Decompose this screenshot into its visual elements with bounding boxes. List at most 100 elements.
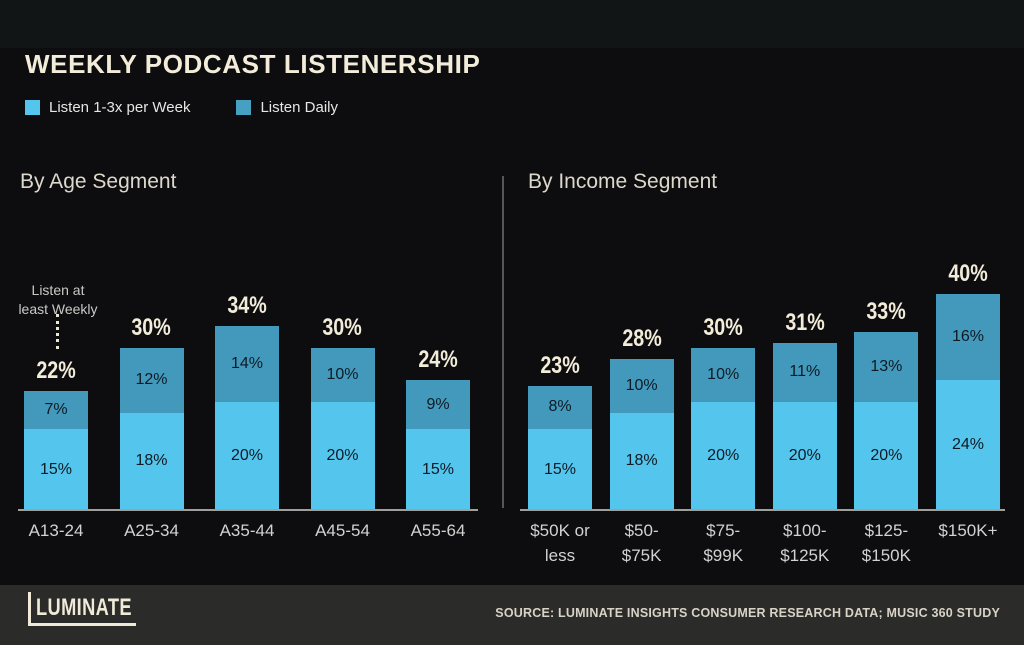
bar-segment-daily: 7% [24, 391, 88, 429]
category-label-line: $75- [706, 521, 741, 540]
age-bars: 22% 7% 15% 30% 12% 18% 34% 14% 20% 30% 10% 20% 24% 9%… [24, 200, 470, 510]
weekly-value-label: 15% [543, 460, 577, 478]
daily-value-label: 11% [789, 363, 821, 381]
category-label-line: A25-34 [124, 521, 179, 540]
category-label-line: less [544, 545, 576, 565]
category-label: $75- $99K [691, 519, 755, 568]
bar-segment-weekly: 15% [528, 429, 592, 510]
bar-stack: 9% 15% [406, 380, 470, 510]
legend-swatch-daily [236, 100, 252, 115]
bar-segment-weekly: 24% [935, 380, 1000, 510]
bar-group: 24% 9% 15% [406, 346, 470, 510]
section-divider [502, 176, 504, 508]
bar-group: 30% 10% 20% [691, 314, 756, 510]
weekly-value-label: 20% [326, 447, 359, 464]
daily-value-label: 10% [707, 366, 740, 383]
bar-segment-daily: 10% [609, 358, 674, 413]
weekly-listen-annotation: Listen at least Weekly [11, 281, 105, 319]
daily-value-label: 14% [230, 355, 264, 373]
category-label-line: $150K [861, 545, 911, 565]
category-label-line: $50K or [530, 521, 590, 540]
bar-stack: 10% 20% [691, 348, 756, 510]
luminate-logo-text: LUMINATE [36, 594, 132, 621]
bar-segment-daily: 16% [935, 294, 1000, 381]
age-axis-line [18, 509, 478, 511]
bar-segment-weekly: 18% [609, 412, 674, 510]
category-label: $150K+ [936, 519, 1000, 568]
daily-value-label: 8% [548, 398, 572, 416]
annotation-line: least Weekly [18, 300, 98, 317]
bar-group: 40% 16% 24% [935, 260, 1000, 510]
bar-stack: 12% 18% [119, 348, 184, 510]
weekly-value-label: 15% [39, 460, 73, 478]
annotation-line: Listen at [31, 282, 85, 298]
bar-segment-weekly: 15% [24, 429, 88, 510]
category-label-line: $150K+ [938, 521, 998, 540]
bar-segment-weekly: 20% [772, 402, 837, 510]
bar-stack: 10% 20% [310, 348, 375, 510]
bar-group: 22% 7% 15% [24, 357, 88, 510]
category-label-line: $125K [780, 545, 830, 565]
bar-stack: 10% 18% [609, 358, 674, 510]
bar-segment-daily: 11% [772, 342, 837, 402]
category-label-line: $99K [703, 545, 744, 565]
luminate-logo: LUMINATE [28, 592, 136, 626]
category-label: A35-44 [215, 519, 279, 544]
bar-segment-weekly: 20% [310, 402, 375, 510]
legend-item-daily: Listen Daily [236, 99, 338, 116]
category-label: A55-64 [406, 519, 470, 544]
bar-segment-daily: 10% [691, 348, 756, 402]
legend-label-weekly: Listen 1-3x per Week [49, 99, 191, 116]
weekly-value-label: 20% [707, 447, 740, 464]
income-bars: 23% 8% 15% 28% 10% 18% 30% 10% 20% 31% 11% 20% 33% 13… [528, 200, 1000, 510]
income-section-title: By Income Segment [528, 170, 718, 193]
category-label: A45-54 [311, 519, 375, 544]
category-label-line: $75K [621, 545, 662, 565]
income-category-labels: $50K or less $50- $75K $75- $99K $100- $125K $12… [528, 519, 1000, 568]
bar-segment-weekly: 20% [854, 402, 919, 510]
daily-value-label: 16% [951, 328, 984, 346]
bar-segment-weekly: 20% [215, 402, 279, 510]
weekly-value-label: 20% [870, 447, 903, 464]
legend-swatch-weekly [25, 100, 40, 115]
bar-group: 33% 13% 20% [854, 298, 919, 510]
bar-group: 23% 8% 15% [528, 352, 592, 510]
bar-segment-weekly: 18% [119, 412, 184, 510]
bar-stack: 7% 15% [24, 391, 88, 510]
bar-total-label: 30% [322, 314, 363, 341]
bar-segment-daily: 8% [528, 385, 592, 429]
bar-segment-daily: 9% [406, 380, 470, 429]
category-label-line: $100- [783, 521, 827, 540]
category-label: $100- $125K [773, 519, 837, 568]
category-label-line: A45-54 [315, 521, 370, 540]
weekly-value-label: 18% [135, 452, 168, 470]
bar-group: 30% 12% 18% [119, 314, 184, 510]
category-label: A25-34 [120, 519, 184, 544]
bar-total-label: 31% [785, 308, 825, 336]
category-label-line: A35-44 [219, 521, 275, 540]
bar-total-label: 34% [227, 292, 267, 320]
bar-total-label: 22% [36, 357, 76, 385]
bar-total-label: 28% [621, 324, 662, 352]
category-label: A13-24 [24, 519, 88, 544]
legend-label-daily: Listen Daily [260, 99, 339, 116]
weekly-value-label: 20% [788, 447, 821, 464]
bar-group: 31% 11% 20% [772, 308, 837, 510]
daily-value-label: 12% [135, 371, 168, 389]
bar-segment-daily: 12% [119, 348, 184, 413]
bar-segment-daily: 14% [215, 326, 279, 402]
bar-segment-daily: 10% [310, 348, 375, 402]
weekly-value-label: 15% [421, 460, 455, 478]
category-label: $125- $150K [854, 519, 918, 568]
weekly-value-label: 18% [625, 452, 658, 470]
daily-value-label: 7% [44, 401, 68, 419]
daily-value-label: 10% [625, 376, 658, 394]
category-label: $50- $75K [610, 519, 674, 568]
bar-group: 30% 10% 20% [310, 314, 375, 510]
bar-stack: 16% 24% [935, 294, 1000, 510]
legend: Listen 1-3x per Week Listen Daily [25, 99, 338, 116]
top-band [0, 0, 1024, 48]
bar-stack: 8% 15% [528, 385, 592, 510]
source-credit: SOURCE: LUMINATE INSIGHTS CONSUMER RESEA… [495, 606, 1000, 620]
bar-segment-daily: 13% [854, 331, 919, 402]
